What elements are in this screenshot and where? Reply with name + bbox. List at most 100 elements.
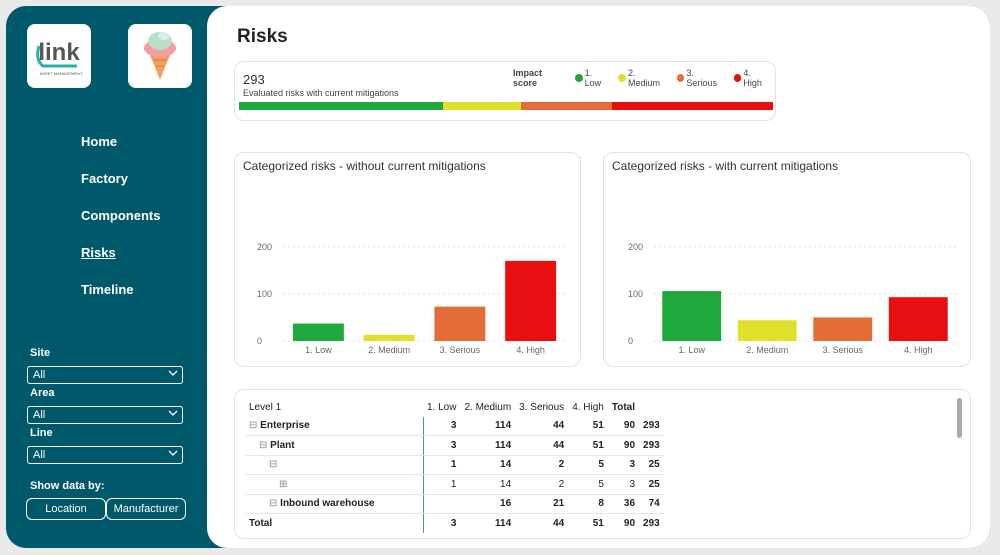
- risk-matrix: Level 1 1. Low 2. Medium 3. Serious 4. H…: [245, 398, 664, 533]
- cell: 51: [592, 517, 604, 529]
- bar-low[interactable]: [292, 323, 344, 341]
- bar-low[interactable]: [662, 291, 722, 341]
- nav-components[interactable]: Components: [81, 208, 161, 223]
- cell: 36: [607, 494, 640, 514]
- cell: 21: [515, 494, 569, 514]
- ice-cream-logo: [128, 24, 192, 88]
- cell: 25: [639, 455, 664, 475]
- cell: [423, 494, 461, 514]
- svg-text:link: link: [38, 39, 80, 66]
- cell: 5: [568, 455, 608, 475]
- cell: 51: [568, 416, 608, 436]
- nav-home[interactable]: Home: [81, 134, 118, 149]
- chart-card-without: Categorized risks - without current miti…: [234, 152, 581, 367]
- cell: 44: [553, 517, 565, 529]
- header-high[interactable]: 4. High: [572, 401, 604, 413]
- cell: 90: [607, 416, 640, 436]
- bar-medium[interactable]: [737, 320, 797, 341]
- link-logo: link ASSET MANAGEMENT: [27, 24, 91, 88]
- matrix-header-row: Level 1 1. Low 2. Medium 3. Serious 4. H…: [245, 398, 664, 417]
- cell: 51: [568, 435, 608, 456]
- matrix-card: Level 1 1. Low 2. Medium 3. Serious 4. H…: [234, 389, 971, 539]
- nav-risks[interactable]: Risks: [81, 245, 116, 260]
- stack-segment: [442, 102, 522, 110]
- expand-icon[interactable]: ⊞: [279, 478, 288, 490]
- cell: 74: [639, 494, 664, 514]
- bar-high[interactable]: [888, 297, 948, 341]
- matrix-total-row[interactable]: Total 3 114 44 51 90 293: [245, 513, 664, 533]
- cell: 25: [639, 474, 664, 495]
- cell: 90: [623, 517, 636, 529]
- cell: 3: [607, 474, 640, 495]
- cell: 14: [460, 455, 516, 475]
- header-level1[interactable]: Level 1: [249, 401, 282, 413]
- nav-menu: Home Factory Components Risks Timeline: [81, 134, 160, 319]
- x-tick-label: 3. Serious: [822, 345, 863, 355]
- cell: 3: [423, 416, 461, 436]
- line-filter-label: Line: [30, 427, 53, 439]
- x-tick-label: 1. Low: [305, 345, 332, 355]
- table-row[interactable]: ⊟ Enterprise 3 114 44 51 90 293: [245, 416, 664, 436]
- matrix-scrollbar[interactable]: [957, 398, 962, 438]
- collapse-icon[interactable]: ⊟: [269, 498, 281, 510]
- stack-segment: [521, 102, 613, 110]
- cell: 114: [460, 416, 516, 436]
- line-select[interactable]: All: [27, 446, 183, 464]
- cell: 3: [607, 455, 640, 475]
- cell: 114: [495, 517, 512, 529]
- collapse-icon[interactable]: ⊟: [259, 439, 271, 451]
- x-tick-label: 4. High: [904, 345, 933, 355]
- collapse-icon[interactable]: ⊟: [249, 420, 261, 432]
- cell: 8: [568, 494, 608, 514]
- table-row[interactable]: ⊞ 1 14 2 5 3 25: [245, 474, 664, 495]
- cell: 2: [515, 455, 569, 475]
- legend-item-medium: 2. Medium: [618, 68, 668, 88]
- header-medium[interactable]: 2. Medium: [464, 401, 512, 413]
- cell: 2: [515, 474, 569, 495]
- cell: 44: [515, 416, 569, 436]
- bar-serious[interactable]: [813, 317, 873, 341]
- area-select[interactable]: All: [27, 406, 183, 424]
- chart-card-with: Categorized risks - with current mitigat…: [603, 152, 971, 367]
- cell: 14: [460, 474, 516, 495]
- cell: 5: [568, 474, 608, 495]
- nav-timeline[interactable]: Timeline: [81, 282, 134, 297]
- main-panel: Risks 293 Evaluated risks with current m…: [207, 6, 990, 548]
- table-row[interactable]: ⊟ Plant 3 114 44 51 90 293: [245, 435, 664, 456]
- header-low[interactable]: 1. Low: [427, 401, 457, 413]
- cell: 293: [643, 517, 660, 529]
- site-filter-label: Site: [30, 347, 51, 359]
- row-label: Plant: [270, 439, 295, 451]
- cell: 3: [450, 517, 457, 529]
- y-tick-label: 100: [628, 289, 643, 299]
- stack-segment: [239, 102, 443, 110]
- cell: 16: [460, 494, 516, 514]
- chart-title: Categorized risks - with current mitigat…: [612, 159, 839, 173]
- x-tick-label: 2. Medium: [368, 345, 410, 355]
- table-row[interactable]: ⊟ Inbound warehouse 16 21 8 36 74: [245, 494, 664, 514]
- bar-medium[interactable]: [363, 334, 415, 341]
- table-row[interactable]: ⊟ 1 14 2 5 3 25: [245, 455, 664, 475]
- header-serious[interactable]: 3. Serious: [519, 401, 565, 413]
- kpi-subtitle: Evaluated risks with current mitigations: [243, 88, 399, 98]
- legend-item-serious: 3. Serious: [676, 68, 726, 88]
- x-tick-label: 3. Serious: [440, 345, 481, 355]
- collapse-icon[interactable]: ⊟: [269, 459, 278, 471]
- nav-factory[interactable]: Factory: [81, 171, 128, 186]
- y-tick-label: 100: [257, 289, 272, 299]
- manufacturer-button[interactable]: Manufacturer: [106, 498, 186, 520]
- cell: 90: [607, 435, 640, 456]
- location-button[interactable]: Location: [26, 498, 106, 520]
- y-tick-label: 0: [257, 336, 262, 346]
- chevron-down-icon: [168, 410, 178, 416]
- svg-text:ASSET MANAGEMENT: ASSET MANAGEMENT: [40, 71, 83, 76]
- site-select[interactable]: All: [27, 366, 183, 384]
- show-data-by-label: Show data by:: [30, 480, 105, 492]
- header-total[interactable]: Total: [611, 401, 636, 413]
- chart-title: Categorized risks - without current miti…: [243, 159, 486, 173]
- cell: 293: [639, 435, 664, 456]
- sidebar: link ASSET MANAGEMENT Home Factory Compo…: [6, 6, 206, 548]
- bar-high[interactable]: [505, 260, 557, 341]
- chevron-down-icon: [168, 370, 178, 376]
- bar-serious[interactable]: [434, 306, 486, 341]
